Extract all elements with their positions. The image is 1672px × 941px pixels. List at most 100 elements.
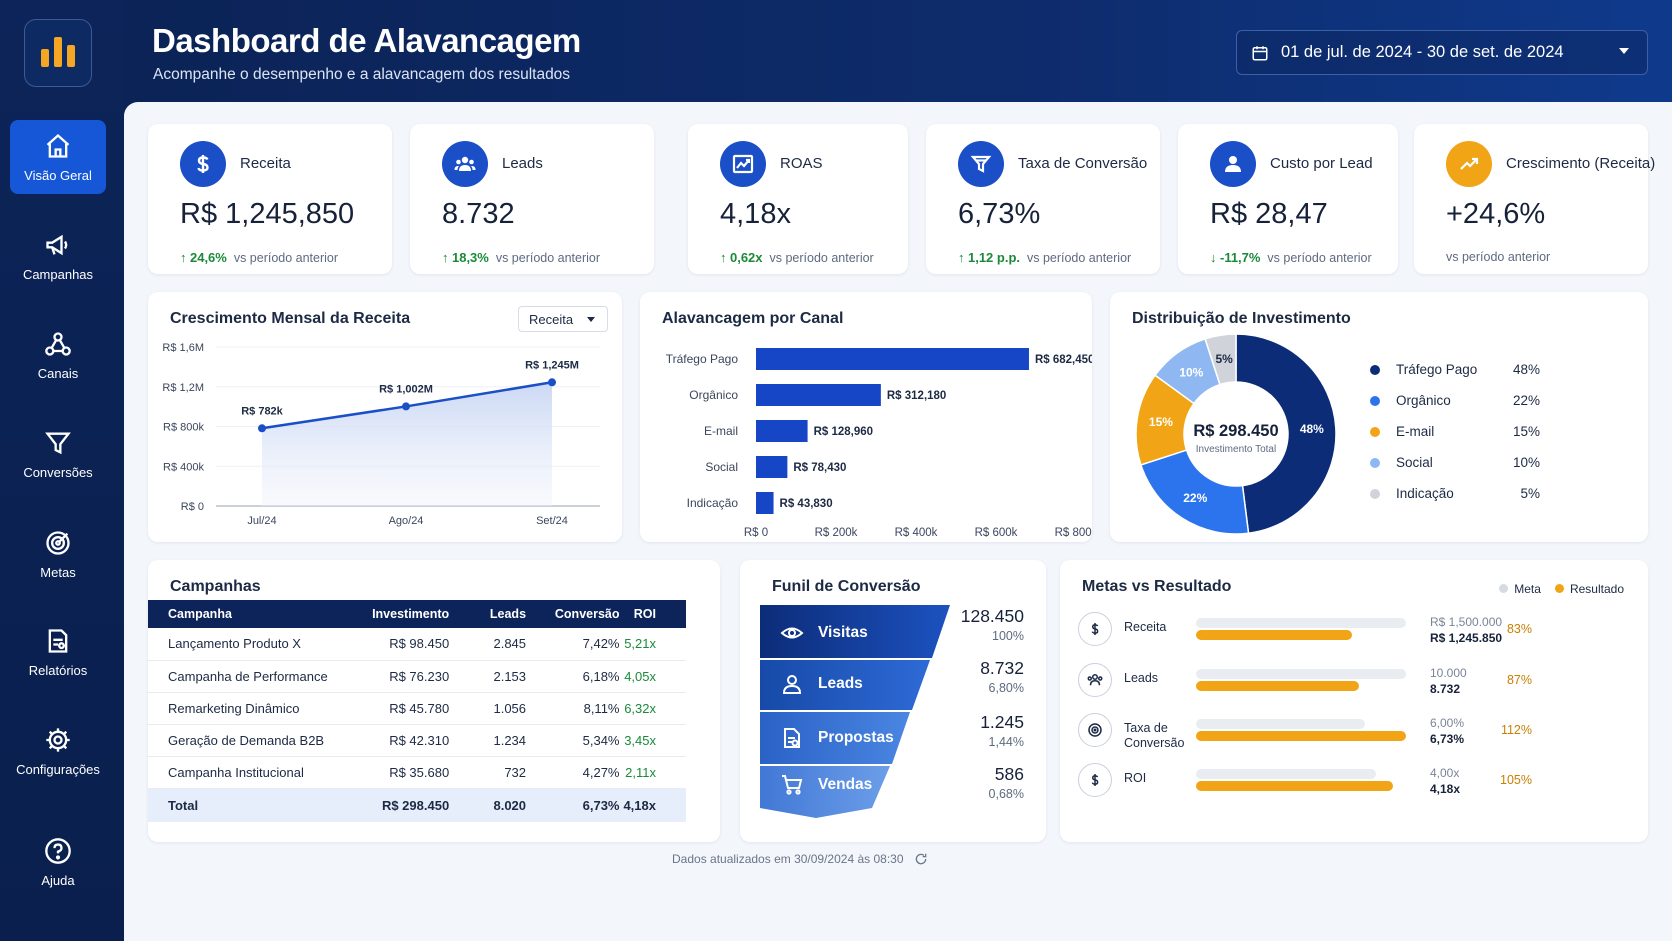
- category-label: E-mail: [704, 424, 738, 438]
- column-header[interactable]: Investimento: [345, 600, 450, 628]
- bar[interactable]: [756, 420, 808, 442]
- arrow-up-icon: ↑: [442, 250, 449, 265]
- goal-values: R$ 1,500.000 R$ 1,245.850: [1430, 614, 1502, 646]
- refresh-icon[interactable]: [914, 852, 928, 866]
- table-row[interactable]: Campanha de Performance R$ 76.230 2.153 6,1…: [148, 660, 686, 693]
- table-row[interactable]: Geração de Demanda B2B R$ 42.310 1.234 5,34…: [148, 724, 686, 757]
- slice-label: 48%: [1300, 422, 1324, 436]
- table-row[interactable]: Remarketing Dinâmico R$ 45.780 1.056 8,11% 6…: [148, 692, 686, 725]
- goal-row: Receita R$ 1,500.000 R$ 1,245.850 83%: [1078, 610, 1532, 654]
- kpi-card-roas: ROAS 4,18x ↑ 0,62x vs período anterior: [688, 124, 908, 274]
- legend-label: Meta: [1514, 582, 1541, 596]
- kpi-delta-row: ↑ 1,12 p.p. vs período anterior: [958, 250, 1131, 265]
- table-row[interactable]: Lançamento Produto X R$ 98.450 2.845 7,42% 5…: [148, 628, 686, 661]
- kpi-card-crescimento: Crescimento (Receita) +24,6% vs período …: [1414, 124, 1655, 274]
- date-range-picker[interactable]: 01 de jul. de 2024 - 30 de set. de 2024: [1236, 30, 1648, 75]
- data-point[interactable]: [548, 378, 556, 387]
- table-cell: Campanha de Performance: [148, 660, 346, 693]
- bar[interactable]: [756, 456, 788, 478]
- kpi-value: 6,73%: [958, 198, 1041, 230]
- column-header[interactable]: ROI: [619, 600, 686, 628]
- legend-item[interactable]: E-mail 15%: [1370, 422, 1540, 442]
- table-cell: R$ 35.680: [345, 756, 450, 789]
- metric-select[interactable]: Receita: [518, 306, 608, 332]
- sidebar-item-metas[interactable]: Metas: [10, 517, 106, 591]
- data-point[interactable]: [258, 424, 266, 433]
- column-header[interactable]: Campanha: [148, 600, 346, 628]
- sidebar: Visão Geral Campanhas Canais Conversões …: [0, 0, 124, 941]
- goal-values: 10.000 8.732: [1430, 665, 1467, 697]
- channel-bar-chart: Tráfego Pago R$ 682,450 Orgânico R$ 312,180…: [666, 348, 1092, 539]
- table-cell: 2.845: [449, 628, 527, 661]
- table-cell: 7,42%: [526, 628, 620, 661]
- bar[interactable]: [756, 492, 774, 514]
- sidebar-item-ajuda[interactable]: Ajuda: [10, 825, 106, 899]
- legend-label: Tráfego Pago: [1396, 362, 1478, 377]
- sidebar-item-label: Ajuda: [41, 872, 75, 888]
- goal-meta-bar: [1196, 769, 1376, 779]
- x-tick-label: Jul/24: [247, 515, 276, 527]
- x-tick-label: Set/24: [536, 515, 568, 527]
- bar[interactable]: [756, 384, 881, 406]
- bar[interactable]: [756, 348, 1029, 370]
- legend-value: 5%: [1520, 486, 1540, 501]
- legend-label: E-mail: [1396, 424, 1435, 439]
- sidebar-item-label: Relatórios: [28, 662, 88, 678]
- table-cell: Geração de Demanda B2B: [148, 724, 346, 757]
- data-label: R$ 782k: [241, 405, 283, 417]
- funnel-icon: [958, 141, 1004, 187]
- goal-meta-bar: [1196, 618, 1406, 628]
- gear-icon: [46, 727, 70, 752]
- kpi-note: vs período anterior: [1267, 251, 1372, 265]
- table-cell: 5,21x: [619, 628, 686, 661]
- sidebar-item-conversoes[interactable]: Conversões: [10, 417, 106, 491]
- column-header[interactable]: Conversão: [526, 600, 620, 628]
- sidebar-item-campanhas[interactable]: Campanhas: [10, 219, 106, 293]
- funnel-pct: 6,80%: [988, 681, 1024, 695]
- slice-label: 5%: [1215, 352, 1233, 366]
- cart-icon: [782, 775, 803, 795]
- data-label: R$ 43,830: [780, 498, 833, 510]
- table-cell: 5,34%: [526, 724, 620, 757]
- pie-slice[interactable]: [1204, 333, 1237, 386]
- legend-item[interactable]: Tráfego Pago 48%: [1370, 360, 1540, 380]
- goal-values: 6,00% 6,73%: [1430, 715, 1464, 747]
- goal-result-value: 8.732: [1430, 682, 1461, 696]
- main-content: Receita R$ 1,245,850 ↑ 24,6% vs período …: [124, 102, 1672, 941]
- legend-item[interactable]: Indicação 5%: [1370, 484, 1540, 504]
- kpi-delta: -11,7%: [1219, 250, 1261, 265]
- data-label: R$ 78,430: [793, 462, 846, 474]
- area-fill: [262, 382, 552, 506]
- kpi-label: Custo por Lead: [1270, 155, 1373, 172]
- kpi-label: Leads: [502, 155, 543, 172]
- sidebar-item-canais[interactable]: Canais: [10, 318, 106, 392]
- sidebar-item-label: Metas: [40, 564, 76, 580]
- kpi-note: vs período anterior: [495, 251, 601, 265]
- kpi-value: R$ 28,47: [1210, 198, 1328, 230]
- legend-label: Social: [1396, 455, 1433, 470]
- table-row[interactable]: Campanha Institucional R$ 35.680 732 4,27% 2…: [148, 756, 686, 789]
- page-title: Dashboard de Alavancagem: [152, 22, 581, 59]
- legend-dot: [1370, 427, 1380, 437]
- sidebar-item-configuracoes[interactable]: Configurações: [10, 714, 106, 788]
- data-point[interactable]: [402, 402, 410, 411]
- funnel-value-vendas: 586 0,68%: [989, 764, 1024, 801]
- home-icon: [46, 133, 70, 158]
- arrow-up-icon: ↑: [958, 250, 965, 265]
- pie-slice[interactable]: [1139, 449, 1250, 535]
- legend-item[interactable]: Orgânico 22%: [1370, 391, 1540, 411]
- x-tick-label: R$ 800k: [1055, 527, 1092, 539]
- funnel-shape: [760, 605, 950, 818]
- goal-result-bar: [1196, 681, 1359, 691]
- sidebar-item-visao-geral[interactable]: Visão Geral: [10, 120, 106, 194]
- y-tick-label: R$ 1,2M: [162, 382, 204, 394]
- legend-item-resultado: Resultado: [1554, 582, 1624, 596]
- pie-slice[interactable]: [1235, 333, 1337, 535]
- legend-item[interactable]: Social 10%: [1370, 453, 1540, 473]
- person-icon: [1210, 141, 1256, 187]
- sidebar-item-relatorios[interactable]: Relatórios: [10, 615, 106, 689]
- goal-meta-value: R$ 1,500.000: [1430, 615, 1503, 629]
- category-label: Orgânico: [689, 388, 738, 402]
- column-header[interactable]: Leads: [449, 600, 527, 628]
- calendar-icon: [1252, 45, 1268, 60]
